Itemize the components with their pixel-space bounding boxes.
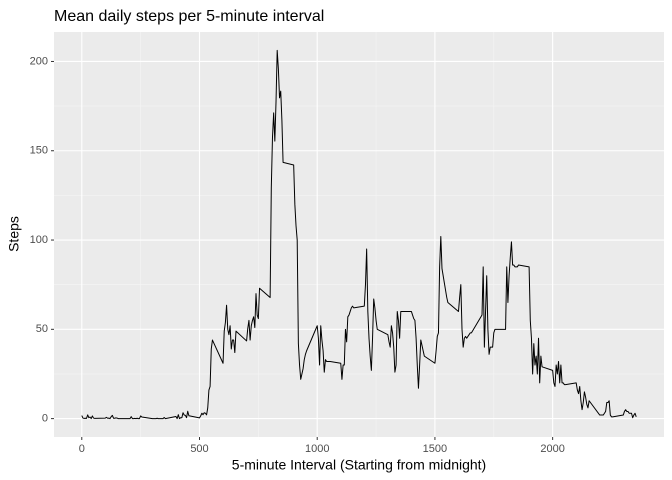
plot-panel — [54, 32, 664, 437]
y-tick-label: 150 — [30, 145, 48, 157]
y-tick-label: 0 — [42, 413, 48, 425]
y-tick-label: 200 — [30, 55, 48, 67]
x-tick-label: 0 — [79, 443, 85, 455]
x-tick-label: 1000 — [305, 443, 329, 455]
x-tick-label: 500 — [190, 443, 208, 455]
y-tick-label: 100 — [30, 234, 48, 246]
x-tick-label: 1500 — [423, 443, 447, 455]
x-axis-title: 5-minute Interval (Starting from midnigh… — [232, 457, 486, 473]
y-tick-label: 50 — [36, 323, 48, 335]
x-tick-label: 2000 — [540, 443, 564, 455]
chart-title: Mean daily steps per 5-minute interval — [54, 8, 324, 25]
y-axis-title: Steps — [6, 216, 22, 252]
data-line — [81, 49, 637, 420]
